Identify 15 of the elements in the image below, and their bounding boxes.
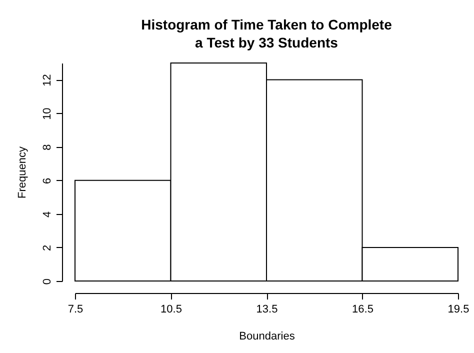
- y-tick-label: 2: [42, 244, 54, 252]
- y-tick-label: 8: [42, 144, 54, 150]
- x-tick-label: 7.5: [68, 304, 84, 316]
- x-tick-label: 19.5: [448, 304, 470, 316]
- y-tick-label: 12: [42, 74, 54, 86]
- y-tick-label: 6: [42, 178, 54, 184]
- y-tick-label: 10: [42, 108, 54, 120]
- y-tick-label: 0: [42, 278, 54, 285]
- x-tick-label: 10.5: [160, 304, 182, 316]
- y-tick-label: 4: [42, 211, 54, 218]
- x-axis-title: Boundaries: [239, 330, 296, 342]
- y-axis-title: Frequency: [16, 146, 28, 198]
- x-tick-label: 16.5: [352, 304, 374, 316]
- chart-title: Histogram of Time Taken to Complete a Test by 33 Students: [141, 16, 392, 50]
- x-tick-label: 13.5: [256, 304, 278, 316]
